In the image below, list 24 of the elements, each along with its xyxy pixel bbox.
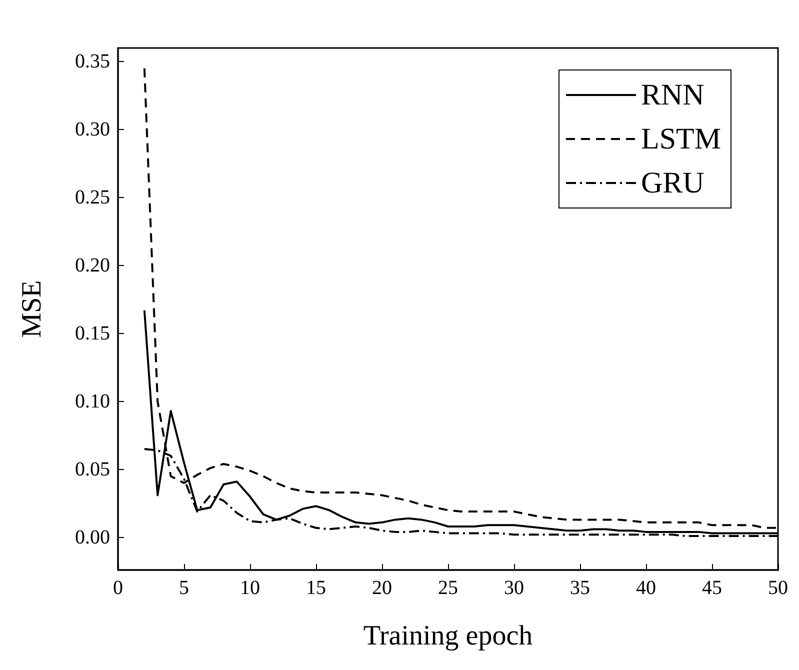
- y-tick-label: 0.00: [75, 526, 110, 548]
- x-tick-label: 45: [702, 577, 722, 599]
- legend-label: GRU: [640, 166, 705, 200]
- y-tick-label: 0.30: [75, 118, 110, 141]
- x-tick-label: 25: [438, 577, 458, 599]
- y-tick-label: 0.25: [75, 186, 110, 209]
- y-tick-label: 0.10: [75, 390, 110, 412]
- x-tick-label: 10: [240, 577, 260, 599]
- x-tick-label: 15: [306, 577, 326, 599]
- x-axis-title: Training epoch: [363, 620, 533, 652]
- x-tick-label: 5: [179, 577, 189, 599]
- y-tick-label: 0.20: [75, 254, 110, 276]
- x-tick-label: 0: [113, 577, 123, 599]
- x-tick-label: 35: [570, 577, 590, 599]
- legend-label: RNN: [640, 78, 704, 112]
- x-tick-label: 50: [768, 577, 788, 599]
- x-tick-label: 40: [636, 577, 656, 599]
- y-tick-label: 0.15: [75, 322, 110, 344]
- x-tick-label: 20: [372, 577, 392, 599]
- y-axis-title: MSE: [16, 280, 48, 338]
- y-tick-label: 0.35: [75, 50, 110, 73]
- y-tick-label: 0.05: [75, 458, 110, 480]
- legend-label: LSTM: [640, 122, 722, 156]
- x-tick-label: 30: [504, 577, 524, 599]
